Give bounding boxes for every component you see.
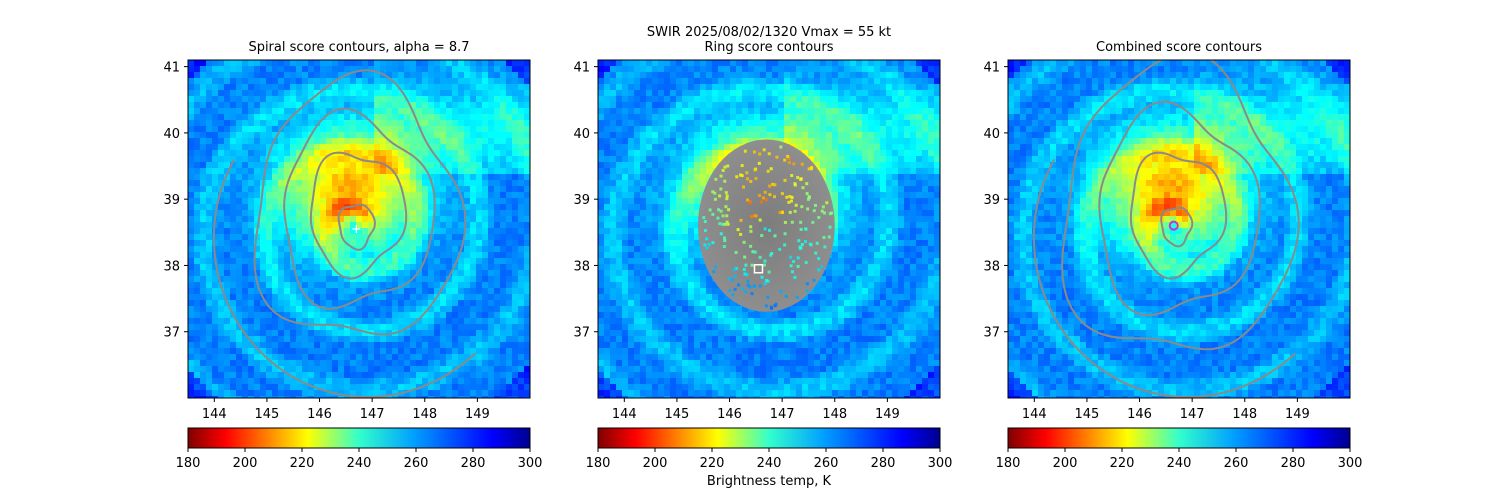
y-tick-label: 41: [983, 61, 1000, 76]
colorbar-tick-label: 200: [1053, 456, 1078, 471]
colorbar-tick-label: 260: [814, 456, 839, 471]
x-tick-label: 144: [1022, 407, 1047, 422]
x-tick-label: 147: [770, 407, 795, 422]
center-marker: [352, 225, 361, 233]
y-tick-label: 37: [983, 326, 1000, 341]
colorbar-tick-label: 220: [700, 456, 725, 471]
brightness-image: [188, 60, 530, 398]
figure-suptitle: SWIR 2025/08/02/1320 Vmax = 55 kt: [647, 25, 891, 40]
x-tick-label: 148: [1232, 407, 1257, 422]
colorbar-tick-label: 300: [518, 456, 543, 471]
x-tick-label: 148: [412, 407, 437, 422]
y-tick-label: 37: [573, 326, 590, 341]
x-tick-label: 148: [822, 407, 847, 422]
score-contour-tail: [212, 158, 477, 398]
x-tick-label: 147: [1180, 407, 1205, 422]
colorbar-tick-label: 280: [871, 456, 896, 471]
panel-title: Spiral score contours, alpha = 8.7: [248, 40, 469, 55]
colorbar-tick-label: 200: [233, 456, 258, 471]
colorbar: [1007, 427, 1351, 449]
colorbar-tick-label: 240: [347, 456, 372, 471]
colorbar-tick-label: 180: [176, 456, 201, 471]
axes-frame: [1007, 59, 1351, 399]
x-tick-label: 149: [465, 407, 490, 422]
x-tick-label: 144: [202, 407, 227, 422]
y-tick-label: 38: [573, 259, 590, 274]
score-contour: [337, 203, 376, 251]
x-tick-label: 145: [1075, 407, 1100, 422]
x-tick-label: 147: [360, 407, 385, 422]
panel-2: Ring score contours 144 145 146 147 148 149 37 3…: [573, 40, 952, 471]
colorbar-tick-label: 220: [1110, 456, 1135, 471]
x-tick-label: 145: [255, 407, 280, 422]
y-tick-label: 41: [573, 61, 590, 76]
center-marker: [753, 264, 764, 274]
panel-3: Combined score contours 144 145 146 147 148 14…: [983, 40, 1362, 471]
score-contour: [1129, 151, 1228, 280]
score-contour: [253, 69, 467, 336]
colorbar-tick-label: 220: [290, 456, 315, 471]
y-tick-label: 39: [573, 193, 590, 208]
score-contour: [283, 107, 436, 310]
x-tick-label: 145: [665, 407, 690, 422]
center-marker: [1168, 220, 1179, 231]
panel-title: Ring score contours: [704, 40, 833, 55]
x-tick-label: 149: [1285, 407, 1310, 422]
colorbar-tick-label: 260: [1224, 456, 1249, 471]
panel-title: Combined score contours: [1096, 40, 1262, 55]
colorbar-tick-label: 300: [1338, 456, 1363, 471]
colorbar-tick-label: 200: [643, 456, 668, 471]
score-contour: [1098, 100, 1261, 317]
y-tick-label: 41: [163, 61, 180, 76]
x-tick-label: 149: [875, 407, 900, 422]
colorbar-tick-label: 280: [1281, 456, 1306, 471]
colorbar-tick-label: 180: [586, 456, 611, 471]
score-contour-tail: [1032, 158, 1297, 398]
colorbar-tick-label: 280: [461, 456, 486, 471]
y-tick-label: 40: [983, 127, 1000, 142]
colorbar: [597, 427, 941, 449]
brightness-image: [1008, 60, 1350, 398]
y-tick-label: 38: [983, 259, 1000, 274]
axes-frame: [597, 59, 941, 399]
colorbar-tick-label: 260: [404, 456, 429, 471]
y-tick-label: 40: [573, 127, 590, 142]
x-tick-label: 144: [612, 407, 637, 422]
colorbar-tick-label: 240: [757, 456, 782, 471]
colorbar-tick-label: 300: [928, 456, 953, 471]
brightness-image: [598, 60, 940, 398]
y-tick-label: 39: [983, 193, 1000, 208]
panel-1: Spiral score contours, alpha = 8.7 144 145…: [163, 40, 542, 471]
colorbar-tick-label: 180: [996, 456, 1021, 471]
score-contour: [1160, 206, 1194, 248]
x-tick-label: 146: [1127, 407, 1152, 422]
x-tick-label: 146: [307, 407, 332, 422]
y-tick-label: 39: [163, 193, 180, 208]
colorbar-label: Brightness temp, K: [707, 474, 832, 489]
axes-frame: [187, 59, 531, 399]
y-tick-label: 40: [163, 127, 180, 142]
colorbar-tick-label: 240: [1167, 456, 1192, 471]
score-contour: [309, 151, 408, 280]
y-tick-label: 37: [163, 326, 180, 341]
score-contour: [1061, 60, 1300, 351]
y-tick-label: 38: [163, 259, 180, 274]
colorbar: [187, 427, 531, 449]
x-tick-label: 146: [717, 407, 742, 422]
ring-score-region: [697, 139, 835, 312]
